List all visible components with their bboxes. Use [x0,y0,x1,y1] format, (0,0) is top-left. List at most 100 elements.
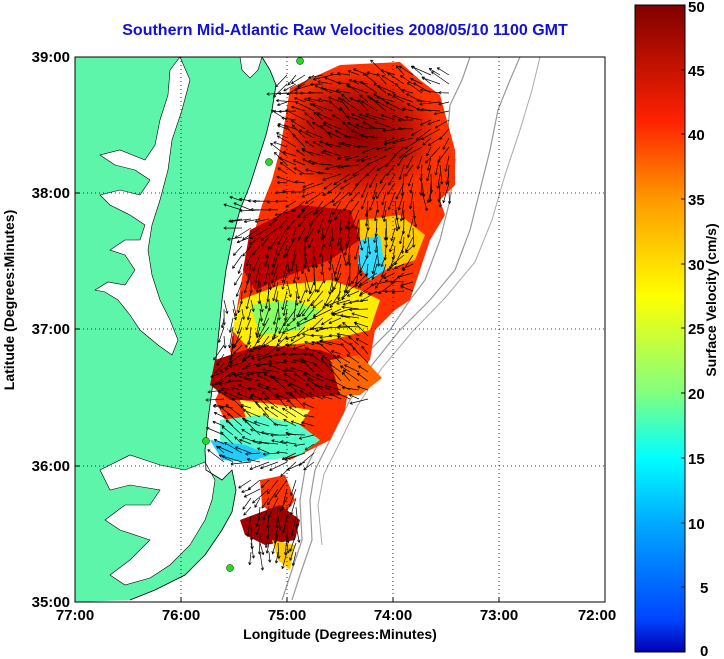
velocity-arrow [274,290,279,303]
velocity-arrow [274,479,288,498]
velocity-arrow [210,371,225,378]
velocity-arrow [325,164,342,170]
velocity-arrow [332,200,342,215]
velocity-arrow [442,182,450,204]
velocity-arrow [300,358,315,373]
velocity-arrow [380,69,396,76]
velocity-arrow [347,70,360,76]
velocity-arrow [276,344,288,352]
velocity-arrow [283,418,297,427]
velocity-arrow [266,386,279,400]
velocity-arrow [373,227,378,244]
velocity-arrow [250,207,270,212]
velocity-arrow [249,236,261,246]
velocity-arrow [273,141,288,148]
velocity-arrow [271,245,279,268]
velocity-arrow [257,353,279,361]
velocity-arrow [361,182,369,198]
velocity-arrow [412,209,418,228]
velocity-arrow [286,432,306,437]
velocity-arrow [288,406,306,418]
velocity-arrow [410,128,423,136]
velocity-arrow [295,263,300,281]
velocity-arrow [349,398,369,405]
velocity-arrow [281,551,288,570]
velocity-arrow [359,94,369,103]
velocity-arrow [299,390,315,400]
velocity-arrow [328,363,342,373]
velocity-arrow [329,290,342,309]
velocity-arrow [388,173,396,186]
velocity-arrow [211,380,225,387]
velocity-arrow [241,308,246,320]
velocity-arrow [290,497,297,516]
velocity-arrow [358,113,378,121]
velocity-arrow [355,155,369,163]
velocity-arrow [213,344,225,361]
x-tick-label: 72:00 [578,607,616,624]
velocity-arrow [371,254,378,275]
velocity-arrow [243,272,252,294]
velocity-arrow [305,168,324,175]
velocity-arrow [288,382,306,391]
velocity-arrow [289,542,297,561]
velocity-arrow [282,326,297,334]
velocity-arrow [268,359,288,364]
velocity-arrow [322,236,326,248]
velocity-arrow [341,386,360,391]
velocity-arrow [397,118,414,122]
velocity-vectors [205,59,452,571]
velocity-arrow [316,281,324,293]
velocity-arrow [248,551,252,566]
velocity-arrow [368,126,387,130]
velocity-arrow [333,173,351,186]
velocity-arrow [259,551,265,571]
velocity-arrow [268,272,273,291]
velocity-arrow [252,488,270,504]
velocity-arrow [356,372,369,382]
velocity-arrow [323,182,333,190]
velocity-arrow [320,317,333,326]
velocity-arrow [261,497,270,509]
velocity-arrow [357,365,369,373]
velocity-arrow [253,420,270,427]
velocity-arrow [270,433,288,437]
velocity-arrow [427,137,441,147]
velocity-arrow [256,374,270,382]
velocity-arrow [264,407,279,418]
velocity-arrow [376,182,387,199]
velocity-arrow [258,397,270,409]
velocity-arrow [292,159,306,166]
velocity-arrow [241,417,261,427]
velocity-arrow [255,515,261,527]
velocity-arrow [281,407,297,418]
velocity-arrow [320,124,333,139]
velocity-arrow [320,357,333,373]
velocity-arrow [235,446,252,454]
velocity-arrow [252,245,261,256]
velocity-arrow [335,89,351,94]
velocity-arrow [293,97,306,103]
velocity-arrow [312,299,324,309]
velocity-arrow [242,409,261,418]
y-tick-label: 37:00 [32,321,70,338]
velocity-arrow [366,155,387,166]
velocity-arrow [254,263,261,284]
velocity-arrow [328,236,333,248]
velocity-arrow [316,373,333,382]
velocity-arrow [369,173,378,188]
velocity-arrow [370,59,387,76]
radar-station [265,158,273,166]
velocity-arrow [339,107,351,121]
velocity-arrow [392,114,405,121]
velocity-arrow [225,404,243,418]
velocity-arrow [304,191,324,204]
velocity-arrow [390,227,396,242]
velocity-arrow [330,368,342,382]
velocity-arrow [305,383,315,391]
velocity-arrow [375,100,396,112]
velocity-arrow [248,386,261,391]
velocity-arrow [308,209,324,227]
velocity-arrow [341,141,360,148]
velocity-arrow [228,326,234,349]
